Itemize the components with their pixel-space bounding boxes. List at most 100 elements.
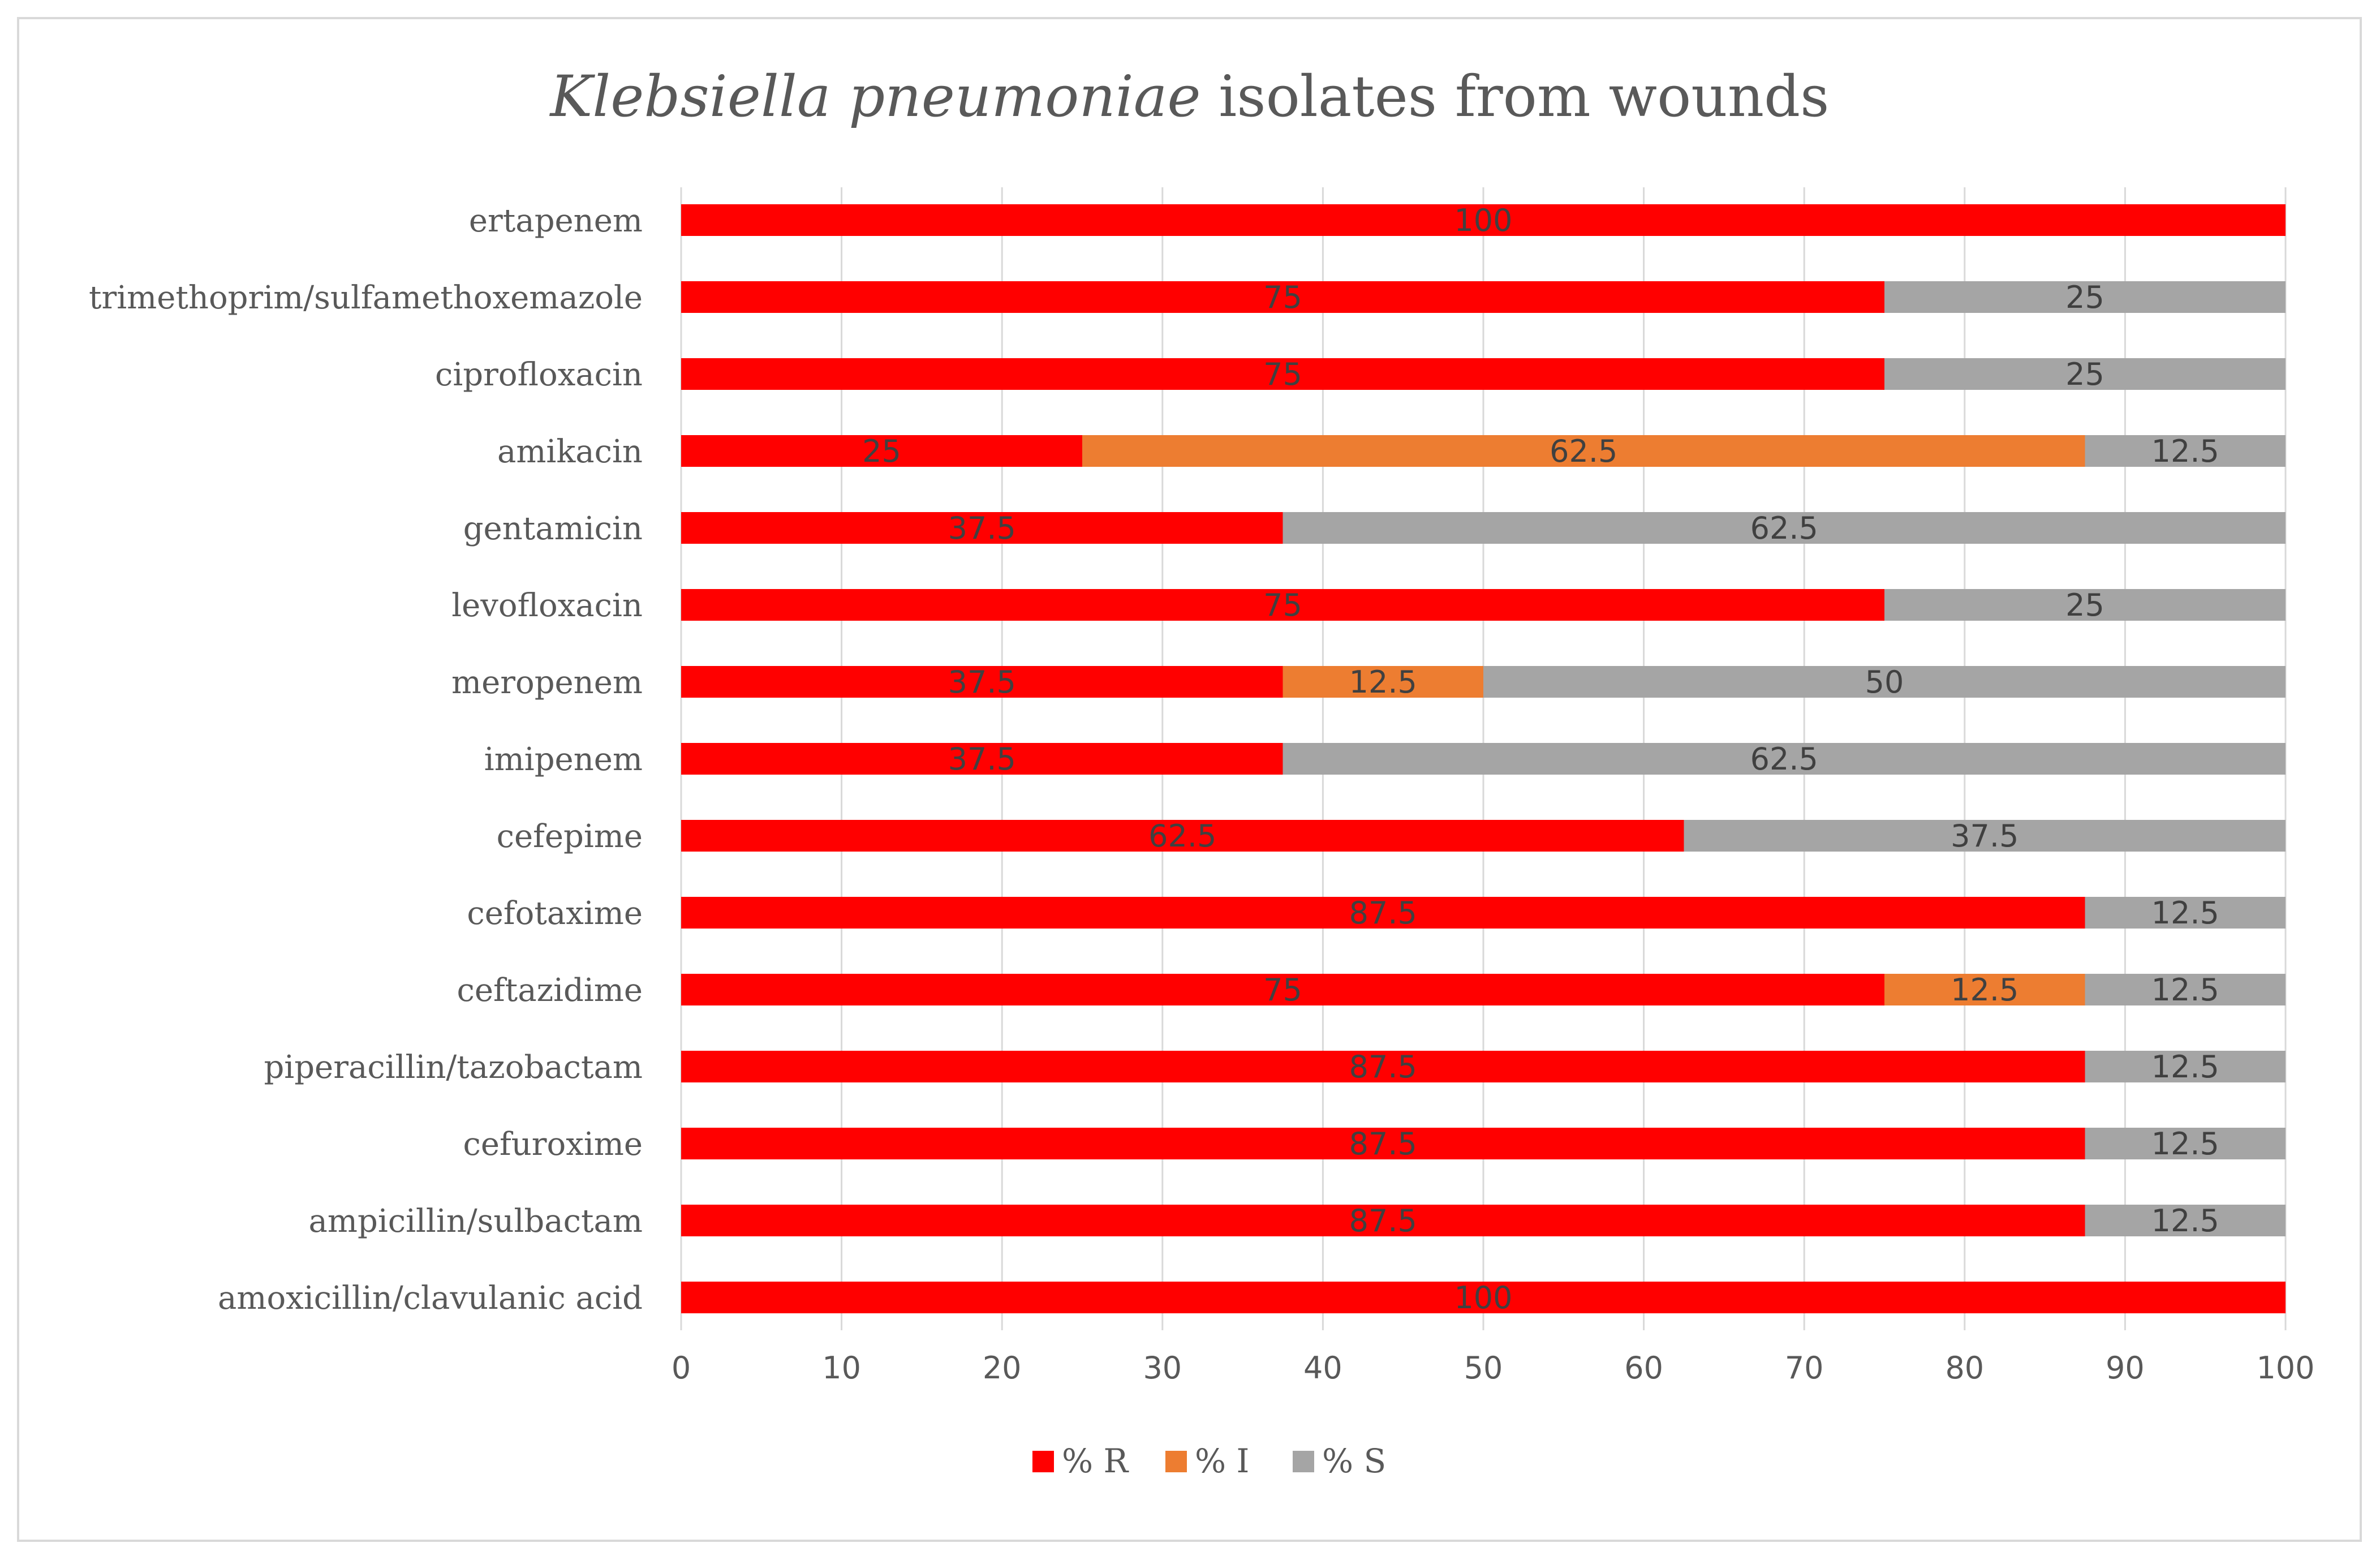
bar-r-imipenem: [681, 743, 1283, 775]
bar-r-ampicillin-sulbactam: [681, 1205, 2085, 1236]
x-tick-label: 70: [1785, 1350, 1824, 1386]
legend: % R % I % S: [1032, 1442, 1386, 1480]
bar-r-ceftazidime: [681, 974, 1884, 1005]
data-label-r-ertapenem: 100: [1454, 203, 1512, 238]
data-label-i-meropenem: 12.5: [1349, 664, 1417, 700]
data-label-r-cefotaxime: 87.5: [1349, 895, 1417, 931]
data-label-r-meropenem: 37.5: [948, 664, 1016, 700]
bar-s-amikacin: [2085, 435, 2286, 467]
data-label-s-meropenem: 50: [1865, 664, 1904, 700]
data-label-r-ampicillin-sulbactam: 87.5: [1349, 1203, 1417, 1239]
bar-r-levofloxacin: [681, 589, 1884, 621]
data-label-s-levofloxacin: 25: [2065, 587, 2104, 623]
data-label-i-amikacin: 62.5: [1550, 433, 1617, 469]
data-label-s-cefepime: 37.5: [1951, 818, 2019, 854]
category-label-ampicillin-sulbactam: ampicillin/sulbactam: [309, 1203, 643, 1240]
data-label-s-cefuroxime: 12.5: [2151, 1126, 2219, 1162]
x-axis-tick-labels: 0 10 20 30 40 50 60 70 80 90 100: [672, 1350, 2315, 1386]
bar-r-cefuroxime: [681, 1128, 2085, 1159]
x-tick-label: 40: [1303, 1350, 1342, 1386]
x-tick-label: 90: [2106, 1350, 2145, 1386]
legend-label-i: % I: [1195, 1442, 1249, 1480]
chart-title-italic: Klebsiella pneumoniae: [549, 63, 1201, 130]
category-label-amoxicillin-clavulanic-acid: amoxicillin/clavulanic acid: [218, 1280, 643, 1317]
bar-i-amikacin: [1082, 435, 2085, 467]
bar-s-ampicillin-sulbactam: [2085, 1205, 2286, 1236]
chart-title-regular: isolates from wounds: [1201, 63, 1830, 130]
category-label-cefepime: cefepime: [497, 818, 643, 855]
bar-s-piperacillin-tazobactam: [2085, 1051, 2286, 1082]
bar-r-cefotaxime: [681, 897, 2085, 929]
category-label-levofloxacin: levofloxacin: [451, 587, 643, 624]
legend-swatch-i: [1165, 1451, 1187, 1472]
bar-s-meropenem: [1483, 666, 2286, 698]
legend-swatch-s: [1293, 1451, 1314, 1472]
data-label-s-trimethoprim-sulfamethoxemazole: 25: [2065, 280, 2104, 315]
bar-i-meropenem: [1282, 666, 1483, 698]
bar-s-gentamicin: [1282, 512, 2286, 544]
x-tick-label: 100: [2256, 1350, 2314, 1386]
data-label-r-cefepime: 62.5: [1148, 818, 1216, 854]
x-tick-label: 0: [672, 1350, 691, 1386]
data-label-s-ciprofloxacin: 25: [2065, 356, 2104, 392]
bar-r-gentamicin: [681, 512, 1283, 544]
data-label-s-gentamicin: 62.5: [1750, 510, 1818, 546]
bar-s-imipenem: [1282, 743, 2286, 775]
data-label-r-trimethoprim-sulfamethoxemazole: 75: [1263, 280, 1302, 315]
legend-label-s: % S: [1322, 1442, 1386, 1480]
data-label-r-cefuroxime: 87.5: [1349, 1126, 1417, 1162]
category-label-ceftazidime: ceftazidime: [457, 972, 643, 1009]
data-label-s-cefotaxime: 12.5: [2151, 895, 2219, 931]
bar-s-ceftazidime: [2085, 974, 2286, 1005]
data-label-r-imipenem: 37.5: [948, 741, 1016, 777]
data-label-r-ceftazidime: 75: [1263, 972, 1302, 1008]
bar-r-cefepime: [681, 820, 1684, 852]
bars-layer: 100 75 25 75 25 25 62.5 12.5 37.5 62.5 75 25 37.5 12.…: [681, 203, 2286, 1316]
data-label-r-amikacin: 25: [862, 433, 901, 469]
category-label-gentamicin: gentamicin: [463, 510, 643, 547]
bar-s-levofloxacin: [1884, 589, 2286, 621]
bar-r-piperacillin-tazobactam: [681, 1051, 2085, 1082]
category-label-cefotaxime: cefotaxime: [467, 895, 643, 932]
x-tick-label: 50: [1464, 1350, 1503, 1386]
data-label-r-piperacillin-tazobactam: 87.5: [1349, 1049, 1417, 1085]
category-label-cefuroxime: cefuroxime: [463, 1126, 643, 1163]
bar-i-ceftazidime: [1884, 974, 2085, 1005]
bar-s-trimethoprim-sulfamethoxemazole: [1884, 281, 2286, 313]
category-label-ertapenem: ertapenem: [469, 203, 643, 239]
x-tick-label: 10: [822, 1350, 861, 1386]
category-labels: ertapenem trimethoprim/sulfamethoxemazole…: [89, 203, 643, 1317]
bar-r-ciprofloxacin: [681, 358, 1884, 390]
category-label-imipenem: imipenem: [484, 741, 643, 778]
category-label-piperacillin-tazobactam: piperacillin/tazobactam: [264, 1049, 643, 1086]
bar-s-cefotaxime: [2085, 897, 2286, 929]
x-tick-label: 80: [1945, 1350, 1984, 1386]
bar-r-amoxicillin-clavulanic-acid: [681, 1282, 2286, 1313]
legend-swatch-r: [1032, 1451, 1054, 1472]
bar-s-ciprofloxacin: [1884, 358, 2286, 390]
data-label-r-gentamicin: 37.5: [948, 510, 1016, 546]
data-label-r-ciprofloxacin: 75: [1263, 356, 1302, 392]
category-label-ciprofloxacin: ciprofloxacin: [435, 356, 643, 393]
bar-s-cefuroxime: [2085, 1128, 2286, 1159]
x-tick-label: 30: [1143, 1350, 1182, 1386]
bar-r-trimethoprim-sulfamethoxemazole: [681, 281, 1884, 313]
category-label-meropenem: meropenem: [451, 664, 643, 701]
data-label-i-ceftazidime: 12.5: [1951, 972, 2019, 1008]
x-tick-label: 20: [983, 1350, 1022, 1386]
bar-r-amikacin: [681, 435, 1082, 467]
bar-r-meropenem: [681, 666, 1283, 698]
data-label-s-piperacillin-tazobactam: 12.5: [2151, 1049, 2219, 1085]
data-label-s-ceftazidime: 12.5: [2151, 972, 2219, 1008]
chart-title: Klebsiella pneumoniae isolates from woun…: [549, 63, 1830, 130]
data-label-s-ampicillin-sulbactam: 12.5: [2151, 1203, 2219, 1239]
bar-s-cefepime: [1684, 820, 2286, 852]
bar-r-ertapenem: [681, 204, 2286, 236]
data-label-s-amikacin: 12.5: [2151, 433, 2219, 469]
data-label-s-imipenem: 62.5: [1750, 741, 1818, 777]
legend-label-r: % R: [1062, 1442, 1130, 1480]
data-label-r-levofloxacin: 75: [1263, 587, 1302, 623]
category-label-amikacin: amikacin: [497, 433, 643, 470]
category-label-trimethoprim-sulfamethoxemazole: trimethoprim/sulfamethoxemazole: [89, 280, 643, 316]
